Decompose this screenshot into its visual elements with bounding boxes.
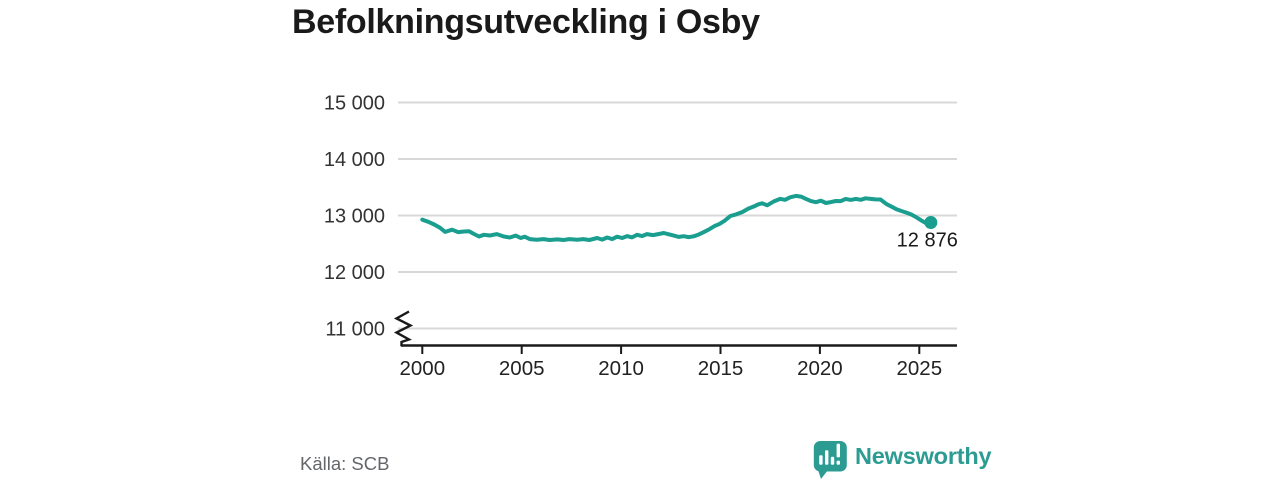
y-axis-tick-label: 15 000 xyxy=(324,93,385,115)
newsworthy-logo: Newsworthy xyxy=(813,440,992,480)
source-label: Källa: SCB xyxy=(300,453,390,474)
y-axis-tick-label: 12 000 xyxy=(324,262,385,284)
x-axis-tick-label: 2025 xyxy=(896,357,942,380)
x-axis-tick-label: 2000 xyxy=(399,357,445,380)
chart-title: Befolkningsutveckling i Osby xyxy=(292,3,760,41)
x-axis-tick-label: 2015 xyxy=(698,357,744,380)
y-axis-tick-label: 11 000 xyxy=(325,319,385,341)
x-axis-tick-label: 2010 xyxy=(598,357,644,380)
y-axis-break-icon xyxy=(393,310,414,347)
newsworthy-bubble-chart-icon xyxy=(813,441,847,479)
end-point-marker xyxy=(924,216,938,230)
y-axis-tick-label: 13 000 xyxy=(324,206,385,228)
population-series-line xyxy=(420,193,933,242)
end-point-value-label: 12 876 xyxy=(897,230,958,252)
x-axis-tick-label: 2005 xyxy=(499,357,545,380)
x-axis-tick-label: 2020 xyxy=(797,357,843,380)
newsworthy-wordmark: Newsworthy xyxy=(855,442,992,469)
y-axis-tick-label: 14 000 xyxy=(324,149,385,171)
